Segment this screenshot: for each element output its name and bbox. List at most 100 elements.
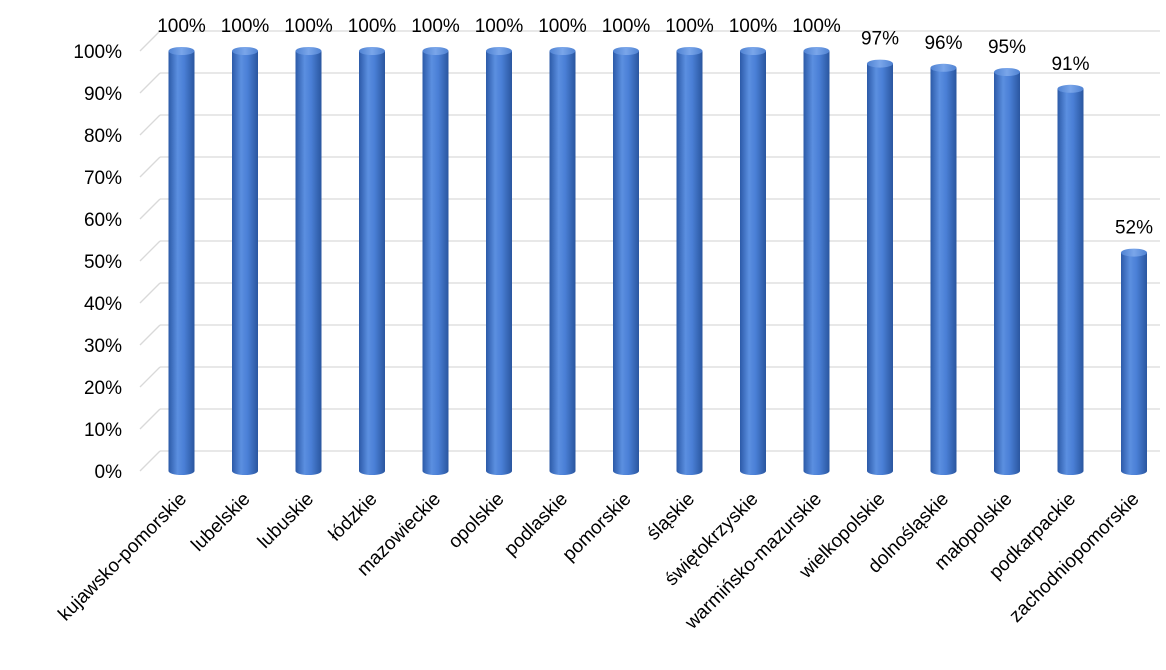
bar <box>359 47 385 475</box>
y-tick-label: 40% <box>84 294 122 315</box>
y-tick-label: 50% <box>84 252 122 273</box>
bar-cap <box>613 47 639 55</box>
bar <box>295 47 322 475</box>
bar-body <box>994 72 1020 475</box>
bar-cap <box>232 47 258 55</box>
bar-body <box>1057 88 1084 476</box>
bar-cap <box>1121 248 1147 257</box>
data-label: 100% <box>475 16 524 37</box>
gridline-depth <box>139 366 161 388</box>
data-label: 100% <box>665 16 714 37</box>
gridline-depth <box>139 450 161 472</box>
bar <box>803 47 830 475</box>
bar-cap <box>295 47 322 55</box>
y-tick-label: 0% <box>95 462 123 483</box>
y-tick-label: 80% <box>84 126 122 147</box>
data-label: 100% <box>792 16 841 37</box>
bar <box>994 68 1020 475</box>
bar <box>549 47 576 475</box>
category-label: lubelskie <box>187 489 254 556</box>
bar-body <box>168 51 195 475</box>
y-tick-label: 30% <box>84 336 122 357</box>
bar-body <box>549 51 576 475</box>
category-label: kujawsko-pomorskie <box>54 489 191 626</box>
data-label: 100% <box>157 16 206 37</box>
bar-cap <box>803 47 830 55</box>
bar-body <box>803 51 830 475</box>
bar-cap <box>1057 84 1084 93</box>
gridline-depth <box>139 156 161 178</box>
data-label: 97% <box>861 29 899 50</box>
bar-body <box>867 63 893 475</box>
bar-body <box>486 51 512 475</box>
gridline-depth <box>139 114 161 136</box>
bar-cap <box>549 47 576 55</box>
bar-body <box>613 51 639 475</box>
bar-cap <box>867 59 893 68</box>
gridline-depth <box>139 408 161 430</box>
bar-body <box>676 51 703 475</box>
bar-cap <box>994 68 1020 76</box>
gridline-depth <box>139 240 161 262</box>
bar-cap <box>422 47 449 55</box>
data-label: 52% <box>1115 218 1153 239</box>
gridline-depth <box>139 282 161 304</box>
gridlines <box>139 30 1160 472</box>
data-label: 100% <box>221 16 270 37</box>
data-label: 91% <box>1051 54 1089 75</box>
data-label: 100% <box>411 16 460 37</box>
y-tick-label: 70% <box>84 168 122 189</box>
gridline-depth <box>139 72 161 94</box>
bar <box>740 47 766 475</box>
bar-cap <box>930 63 957 72</box>
bar-cap <box>676 47 703 55</box>
bar-body <box>930 67 957 476</box>
gridline-depth <box>139 198 161 220</box>
bar-cap <box>168 47 195 55</box>
category-label: zachodniopomorskie <box>1005 489 1143 627</box>
y-tick-label: 60% <box>84 210 122 231</box>
bar <box>676 47 703 475</box>
bar <box>930 63 957 476</box>
y-tick-label: 20% <box>84 378 122 399</box>
category-label: pomorskie <box>559 489 636 566</box>
bar-body <box>232 51 258 475</box>
category-label: śląskie <box>643 489 699 545</box>
bar-body <box>740 51 766 475</box>
bar-body <box>1121 252 1147 475</box>
data-label: 100% <box>729 16 778 37</box>
gridline-depth <box>139 324 161 346</box>
data-label: 100% <box>284 16 333 37</box>
bars <box>168 47 1147 476</box>
bar <box>1121 248 1147 475</box>
data-label: 100% <box>602 16 651 37</box>
bar-body <box>295 51 322 475</box>
y-axis-tick-labels: 0% 10% 20% 30% 40% 50% 60% 70% 80% 90% 100% <box>73 42 122 483</box>
y-tick-label: 100% <box>73 42 122 63</box>
bar-cap <box>359 47 385 55</box>
bar <box>168 47 195 475</box>
data-label: 100% <box>348 16 397 37</box>
category-label: lubuskie <box>254 489 318 553</box>
y-tick-label: 90% <box>84 84 122 105</box>
gridline-depth <box>139 30 161 52</box>
bar-body <box>422 51 449 475</box>
bar <box>232 47 258 475</box>
bar-cap <box>740 47 766 55</box>
category-label: opolskie <box>444 489 508 553</box>
bar <box>486 47 512 475</box>
bar <box>613 47 639 475</box>
data-label: 95% <box>988 37 1026 58</box>
bar <box>1057 84 1084 476</box>
bar <box>867 59 893 475</box>
bar-body <box>359 51 385 475</box>
category-label: łódzkie <box>325 489 382 546</box>
data-labels: 100% 100% 100% 100% 100% 100% 100% 100% 100% 100%… <box>157 16 1153 239</box>
data-label: 100% <box>538 16 587 37</box>
y-tick-label: 10% <box>84 420 122 441</box>
data-label: 96% <box>924 33 962 54</box>
bar-cap <box>486 47 512 55</box>
bar <box>422 47 449 475</box>
